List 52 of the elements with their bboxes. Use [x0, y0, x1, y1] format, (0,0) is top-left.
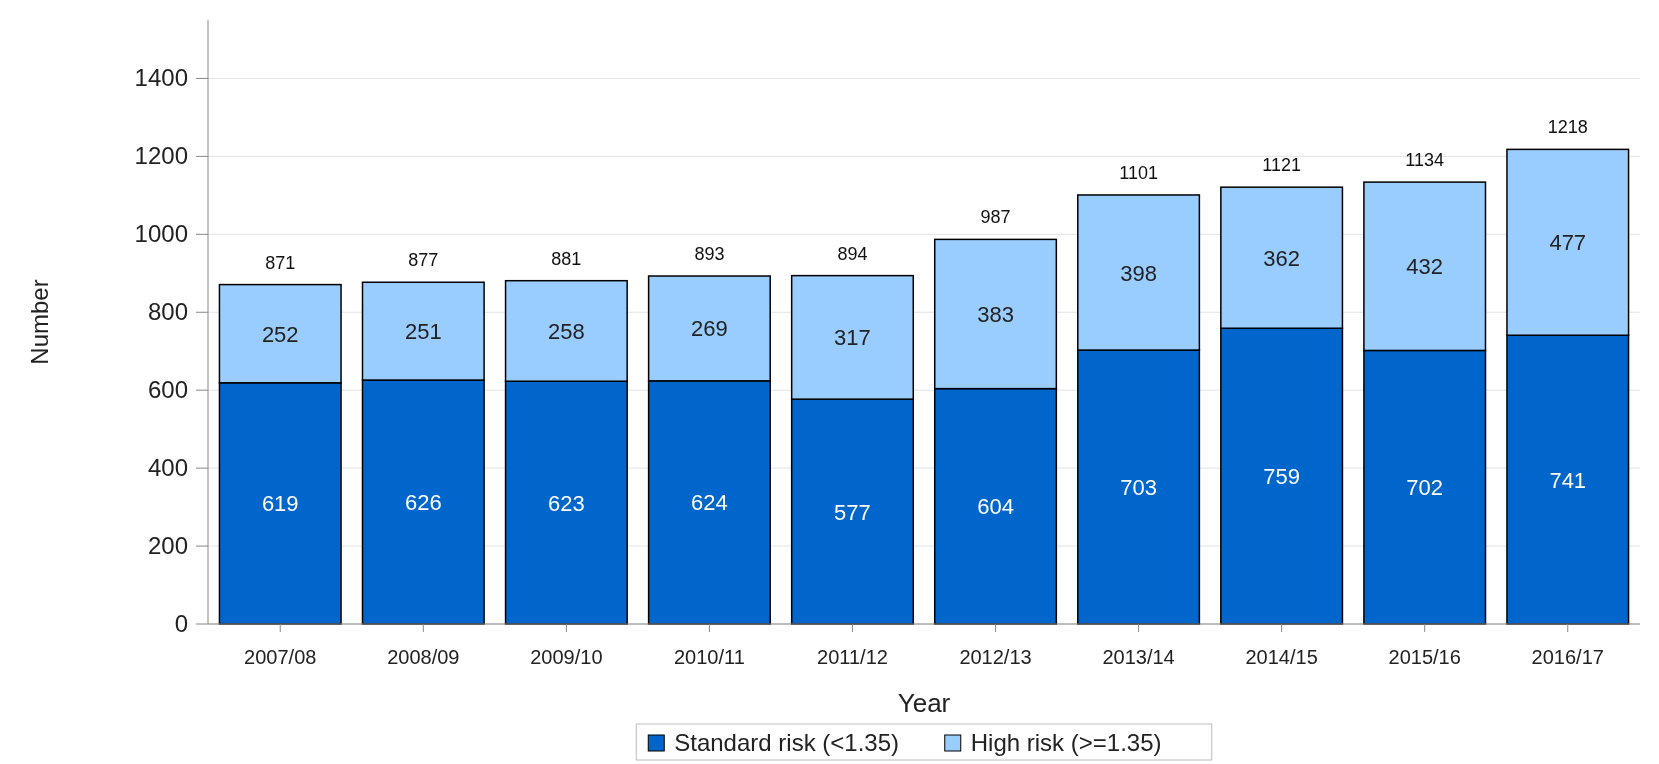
x-tick-label: 2010/11	[674, 646, 745, 668]
data-label: 624	[691, 490, 728, 516]
data-label: 626	[404, 490, 442, 516]
total-label: 1121	[1262, 155, 1301, 176]
data-label: 269	[691, 316, 728, 342]
y-tick-label: 600	[147, 376, 188, 404]
data-label: 317	[834, 325, 871, 351]
data-label: 703	[1120, 475, 1157, 501]
y-tick-label: 200	[147, 532, 188, 560]
data-label: 432	[1406, 254, 1444, 280]
data-label: 759	[1263, 464, 1300, 490]
data-label: 604	[977, 494, 1014, 520]
data-label: 741	[1549, 467, 1587, 493]
data-label: 251	[404, 319, 442, 345]
total-label: 881	[551, 248, 582, 269]
total-label: 1218	[1547, 117, 1588, 138]
data-label: 577	[834, 499, 871, 525]
data-label: 619	[261, 491, 299, 517]
data-label: 398	[1120, 260, 1157, 286]
total-label: 871	[265, 252, 296, 273]
x-tick-label: 2007/08	[244, 646, 317, 668]
data-label: 623	[548, 490, 585, 516]
y-tick-label: 400	[147, 454, 188, 482]
y-axis-title: Number	[26, 279, 53, 365]
legend-label: Standard risk (<1.35)	[674, 729, 900, 756]
x-tick-label: 2008/09	[387, 646, 460, 668]
x-tick-label: 2012/13	[959, 646, 1032, 668]
data-label: 258	[548, 318, 585, 344]
total-label: 877	[408, 250, 439, 271]
y-tick-label: 1400	[134, 64, 188, 92]
y-tick-label: 1000	[134, 220, 188, 248]
x-tick-label: 2016/17	[1531, 646, 1604, 668]
data-label: 252	[261, 321, 299, 347]
x-tick-label: 2013/14	[1102, 646, 1175, 668]
y-tick-label: 800	[147, 298, 188, 326]
total-label: 893	[694, 244, 725, 265]
x-tick-label: 2011/12	[817, 646, 888, 668]
data-label: 477	[1549, 230, 1587, 256]
total-label: 894	[837, 243, 868, 264]
x-tick-label: 2015/16	[1388, 646, 1461, 668]
legend-label: High risk (>=1.35)	[970, 729, 1162, 756]
total-label: 987	[980, 207, 1011, 228]
y-tick-label: 1200	[134, 142, 188, 170]
x-tick-label: 2014/15	[1245, 646, 1318, 668]
data-label: 362	[1263, 245, 1300, 271]
x-tick-label: 2009/10	[530, 646, 603, 668]
data-label: 383	[977, 302, 1014, 328]
y-tick-label: 0	[174, 610, 188, 637]
x-axis-title: Year	[897, 688, 951, 718]
data-label: 702	[1406, 475, 1444, 501]
total-label: 1134	[1405, 150, 1445, 171]
total-label: 1101	[1119, 162, 1158, 183]
